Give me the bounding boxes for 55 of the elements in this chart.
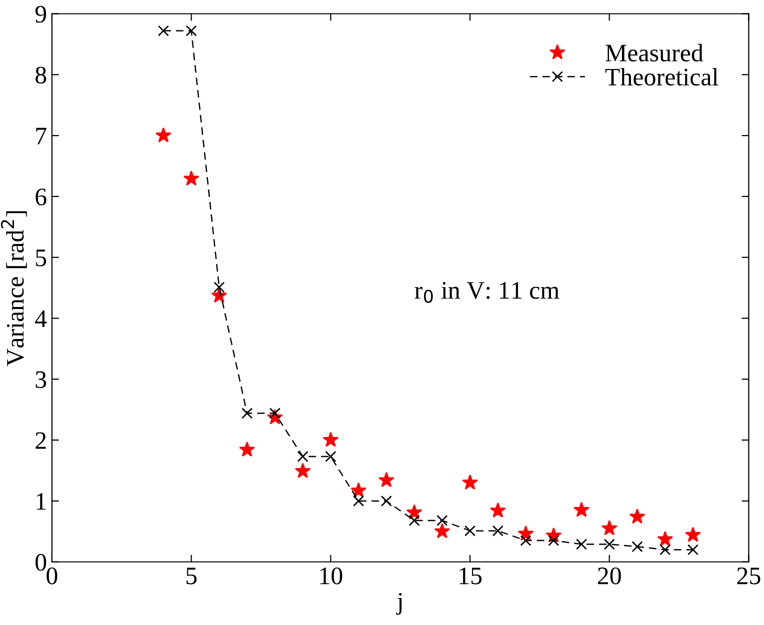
point bbox=[186, 25, 197, 36]
point bbox=[406, 504, 422, 520]
legend-label: Theoretical bbox=[605, 68, 718, 86]
point bbox=[492, 525, 504, 536]
y-tick-label: 0 bbox=[36, 554, 46, 571]
point bbox=[462, 474, 478, 490]
point bbox=[632, 541, 643, 552]
point bbox=[294, 462, 311, 478]
point bbox=[350, 482, 366, 498]
point bbox=[657, 531, 674, 546]
y-tick-label: 5 bbox=[36, 250, 46, 266]
point bbox=[158, 25, 169, 36]
y-tick-label: 9 bbox=[35, 6, 46, 23]
point bbox=[490, 502, 506, 518]
y-tick-label: 7 bbox=[36, 128, 46, 144]
x-tick-label: 20 bbox=[598, 567, 621, 584]
point bbox=[629, 508, 646, 524]
point bbox=[408, 514, 420, 526]
point bbox=[464, 525, 476, 536]
annotation: r$_{0}$ in V: 11 cm bbox=[414, 282, 560, 303]
y-tick-label: 3 bbox=[36, 371, 46, 388]
point bbox=[576, 538, 588, 550]
y-tick-label: 8 bbox=[36, 66, 46, 84]
point bbox=[378, 472, 394, 488]
point bbox=[520, 535, 532, 546]
point bbox=[211, 287, 228, 303]
point bbox=[574, 502, 590, 517]
legend-label: Measured bbox=[606, 44, 704, 62]
point bbox=[297, 450, 308, 462]
point bbox=[685, 526, 701, 542]
point bbox=[380, 495, 392, 507]
y-tick-label: 1 bbox=[36, 493, 46, 510]
point bbox=[436, 514, 448, 526]
y-tick-label: 6 bbox=[36, 188, 46, 206]
x-tick-label: 10 bbox=[320, 567, 342, 584]
point bbox=[325, 450, 336, 462]
y-tick-label: 4 bbox=[35, 310, 47, 327]
point bbox=[604, 538, 615, 550]
point bbox=[601, 520, 618, 536]
point bbox=[214, 282, 225, 293]
y-tick-label: 2 bbox=[36, 432, 46, 449]
point bbox=[239, 441, 256, 457]
point bbox=[183, 170, 200, 186]
point bbox=[241, 408, 253, 419]
y-axis-title: Variance [rad$^{2}$] bbox=[0, 211, 27, 366]
point bbox=[660, 544, 671, 556]
point bbox=[322, 432, 339, 447]
x-tick-label: 15 bbox=[460, 568, 482, 584]
point bbox=[687, 544, 699, 556]
point bbox=[434, 523, 450, 538]
x-axis-title: j bbox=[396, 592, 402, 615]
x-tick-label: 5 bbox=[186, 568, 197, 584]
x-tick-label: 25 bbox=[737, 568, 760, 584]
point bbox=[155, 127, 172, 142]
point bbox=[352, 495, 364, 507]
